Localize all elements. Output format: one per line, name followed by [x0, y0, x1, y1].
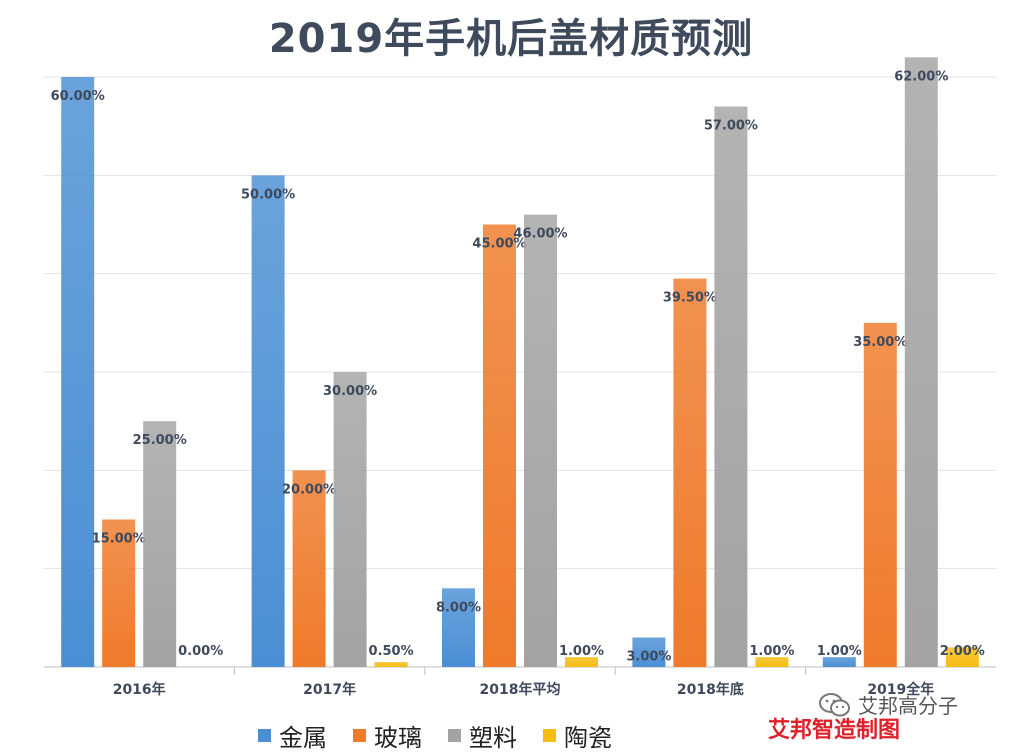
chart-legend: 金属 玻璃 塑料 陶瓷: [258, 718, 638, 753]
bar-玻璃: [673, 278, 707, 667]
bar-玻璃: [102, 519, 136, 667]
data-label: 57.00%: [704, 119, 758, 134]
x-tick-label: 2017年: [303, 681, 356, 698]
data-label: 60.00%: [51, 89, 105, 104]
bar-金属: [251, 175, 285, 668]
bar-金属: [822, 657, 856, 667]
legend-label: 玻璃: [374, 724, 422, 752]
data-label: 1.00%: [817, 644, 862, 659]
bar-金属: [442, 588, 475, 667]
data-label: 8.00%: [436, 600, 481, 615]
legend-item: 玻璃: [353, 718, 422, 753]
legend-swatch: [543, 729, 556, 742]
legend-label: 陶瓷: [564, 724, 612, 752]
data-label: 45.00%: [472, 237, 526, 252]
data-label: 25.00%: [133, 433, 187, 448]
watermark-text: 艾邦高分子: [858, 694, 958, 718]
data-label: 1.00%: [749, 644, 794, 659]
bar-金属: [632, 637, 666, 667]
data-label: 1.00%: [559, 644, 604, 659]
data-label: 3.00%: [626, 650, 671, 665]
bar-玻璃: [292, 470, 326, 667]
bar-塑料: [143, 421, 177, 667]
bar-塑料: [524, 214, 557, 667]
chart-title: 2019年手机后盖材质预测: [268, 16, 754, 62]
x-tick-label: 2018年底: [677, 681, 744, 698]
data-label: 15.00%: [92, 532, 146, 547]
bar-陶瓷: [755, 657, 789, 667]
bar-chart-plot: 60.00% 15.00% 25.00% 0.00% 2016年 50.00% 20.00%…: [44, 57, 996, 698]
bar-玻璃: [863, 322, 897, 667]
x-tick-label: 2019全年: [867, 681, 934, 698]
legend-label: 金属: [279, 724, 327, 752]
data-label: 50.00%: [241, 187, 295, 202]
chart-credit: 艾邦智造制图: [768, 717, 901, 743]
x-tick-label: 2016年: [113, 681, 166, 698]
data-label: 46.00%: [513, 227, 567, 242]
bar-塑料: [714, 106, 748, 667]
data-label: 2.00%: [940, 644, 985, 659]
data-label: 62.00%: [894, 69, 948, 84]
data-label: 30.00%: [323, 384, 377, 399]
bar-玻璃: [483, 224, 516, 667]
legend-item: 塑料: [448, 718, 517, 753]
bar-陶瓷: [565, 657, 598, 667]
bar-金属: [61, 77, 95, 667]
wechat-icon: [819, 692, 850, 716]
data-label: 0.50%: [369, 644, 414, 659]
legend-swatch: [448, 729, 461, 742]
legend-label: 塑料: [469, 724, 517, 752]
legend-item: 金属: [258, 718, 327, 753]
x-tick-label: 2018年平均: [480, 681, 561, 698]
legend-swatch: [353, 729, 366, 742]
legend-item: 陶瓷: [543, 718, 612, 753]
watermark: 艾邦高分子: [818, 690, 958, 719]
legend-swatch: [258, 729, 271, 742]
bar-塑料: [333, 372, 367, 667]
data-label: 35.00%: [853, 335, 907, 350]
data-label: 0.00%: [178, 644, 223, 659]
bar-陶瓷: [945, 647, 979, 667]
data-label: 39.50%: [663, 291, 717, 306]
bar-塑料: [904, 57, 938, 668]
bar-陶瓷: [374, 662, 408, 667]
data-label: 20.00%: [282, 482, 336, 497]
